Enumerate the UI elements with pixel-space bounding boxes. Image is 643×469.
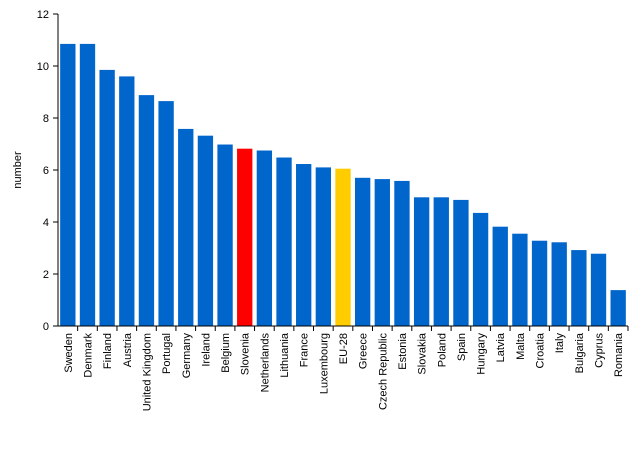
x-tick-label: Belgium xyxy=(220,333,232,373)
bar-portugal xyxy=(158,101,174,326)
x-tick-label: Poland xyxy=(436,333,448,367)
bar-united-kingdom xyxy=(138,95,155,327)
y-tick-label: 10 xyxy=(37,61,49,73)
x-tick-label: Czech Republic xyxy=(377,333,389,411)
x-tick-label: Estonia xyxy=(397,332,409,370)
x-tick-label: Germany xyxy=(181,333,193,379)
bar-spain xyxy=(453,199,469,326)
bar-lithuania xyxy=(276,157,292,326)
x-tick-label: Slovenia xyxy=(240,332,252,375)
x-tick-label: Malta xyxy=(515,332,527,360)
y-tick-label: 6 xyxy=(43,165,49,177)
x-tick-label: Bulgaria xyxy=(574,332,586,373)
y-tick-label: 8 xyxy=(43,113,49,125)
x-tick-label: Ireland xyxy=(200,333,212,367)
y-tick-label: 0 xyxy=(43,321,49,333)
bar-slovenia xyxy=(237,148,253,326)
bar-france xyxy=(296,164,312,326)
x-tick-label: Hungary xyxy=(476,333,488,375)
bar-austria xyxy=(119,76,135,327)
x-tick-label: Portugal xyxy=(161,333,173,374)
bar-estonia xyxy=(394,180,410,326)
bar-bulgaria xyxy=(571,250,587,326)
x-tick-label: Denmark xyxy=(82,333,94,378)
bar-belgium xyxy=(217,144,233,326)
bar-denmark xyxy=(79,43,96,327)
y-tick-label: 12 xyxy=(37,9,49,21)
x-tick-label: Luxembourg xyxy=(318,333,330,394)
x-tick-label: Finland xyxy=(102,333,114,369)
x-tick-label: Italy xyxy=(554,333,566,354)
x-tick-label: Lithuania xyxy=(279,332,291,378)
bar-luxembourg xyxy=(315,167,332,326)
bars xyxy=(60,43,626,327)
x-tick-label: Sweden xyxy=(63,333,75,373)
bar-germany xyxy=(178,128,194,326)
x-tick-label: France xyxy=(299,333,311,367)
y-tick-label: 4 xyxy=(43,217,49,229)
y-axis-title: number xyxy=(12,151,24,189)
x-tick-label: Netherlands xyxy=(259,333,271,393)
bar-netherlands xyxy=(256,150,273,326)
bar-romania xyxy=(610,290,626,326)
bar-poland xyxy=(433,197,449,326)
x-tick-label: Romania xyxy=(613,332,625,377)
x-tick-label: Latvia xyxy=(495,332,507,362)
bar-malta xyxy=(512,233,528,326)
bar-eu-28 xyxy=(335,168,351,326)
bar-sweden xyxy=(60,43,76,327)
y-axis-ticks: 0 2 4 6 8 10 12 xyxy=(37,9,58,333)
y-tick-label: 2 xyxy=(43,269,49,281)
bar-cyprus xyxy=(590,253,607,326)
x-tick-label: United Kingdom xyxy=(141,333,153,411)
x-tick-label: Cyprus xyxy=(594,333,606,368)
bar-slovakia xyxy=(413,197,430,326)
x-axis-labels: Sweden Denmark Finland Austria United Kingdo… xyxy=(63,326,629,411)
bar-italy xyxy=(551,242,567,326)
bar-hungary xyxy=(472,212,489,326)
x-tick-label: Slovakia xyxy=(417,332,429,374)
bar-ireland xyxy=(197,135,214,326)
x-tick-label: Greece xyxy=(358,333,370,369)
bar-latvia xyxy=(492,226,508,326)
x-tick-label: Spain xyxy=(456,333,468,361)
x-tick-label: Austria xyxy=(122,332,134,367)
bar-greece xyxy=(354,177,371,326)
bar-croatia xyxy=(531,240,548,326)
bar-finland xyxy=(99,69,115,327)
x-tick-label: Croatia xyxy=(535,332,547,368)
bar-czech-republic xyxy=(374,179,390,326)
x-tick-label: EU-28 xyxy=(338,333,350,364)
